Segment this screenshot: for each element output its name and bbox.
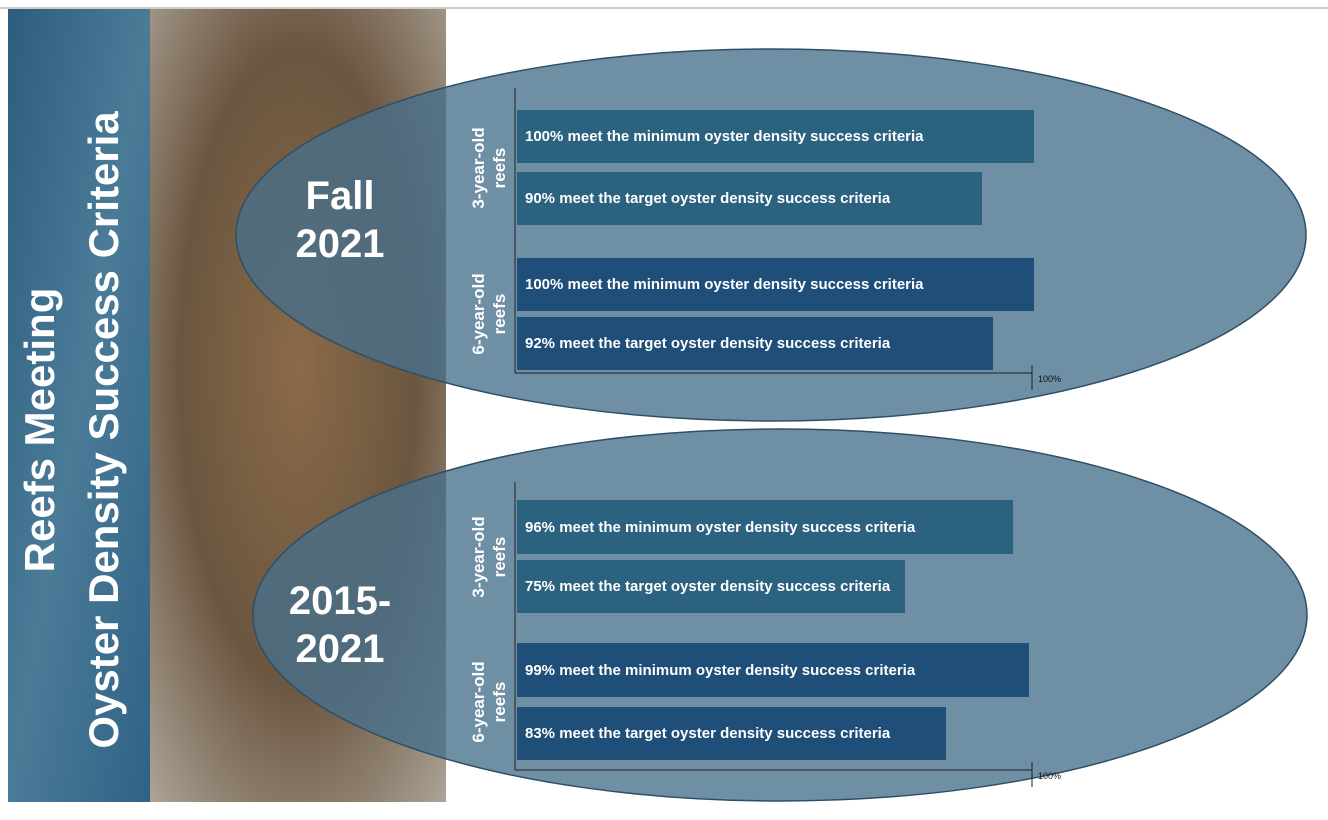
group-label: 3-year-old reefs xyxy=(468,497,512,617)
group-label: 6-year-old reefs xyxy=(468,254,512,374)
x-tick-label: 100% xyxy=(1038,771,1061,781)
bar: 90% meet the target oyster density succe… xyxy=(517,172,982,225)
bar: 83% meet the target oyster density succe… xyxy=(517,707,946,760)
bar: 92% meet the target oyster density succe… xyxy=(517,317,993,370)
group-label: 3-year-old reefs xyxy=(468,108,512,228)
chart-title: 2015-2021 xyxy=(270,577,410,673)
bar: 99% meet the minimum oyster density succ… xyxy=(517,643,1029,697)
bar: 96% meet the minimum oyster density succ… xyxy=(517,500,1013,554)
chart-title: Fall 2021 xyxy=(270,172,410,268)
bar: 75% meet the target oyster density succe… xyxy=(517,560,905,613)
bar: 100% meet the minimum oyster density suc… xyxy=(517,110,1034,163)
bar: 100% meet the minimum oyster density suc… xyxy=(517,258,1034,311)
x-tick-label: 100% xyxy=(1038,374,1061,384)
group-label: 6-year-old reefs xyxy=(468,642,512,762)
